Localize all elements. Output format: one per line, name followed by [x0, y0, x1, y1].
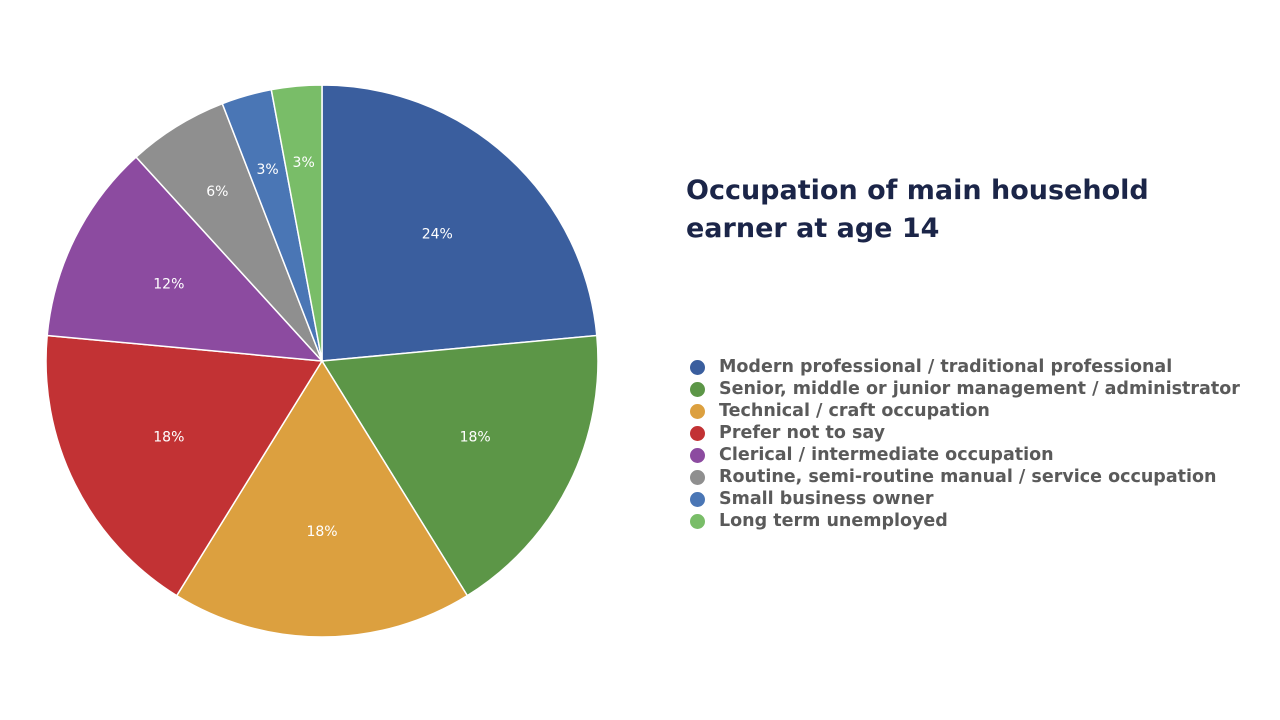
legend-label: Prefer not to say: [719, 423, 886, 443]
pie-slice: [270, 84, 323, 362]
legend-swatch: [690, 359, 705, 375]
legend-label: Technical / craft occupation: [719, 401, 990, 421]
legend-swatch: [690, 491, 705, 507]
legend-label: Long term unemployed: [719, 511, 948, 531]
legend-item: Prefer not to say: [690, 422, 1270, 444]
pie-slice: [45, 334, 324, 597]
chart-title-line-2: earner at age 14: [686, 213, 940, 244]
legend-swatch: [690, 403, 705, 419]
legend-swatch: [690, 513, 705, 529]
slice-value-label: 3%: [293, 155, 315, 171]
legend-swatch: [690, 381, 705, 397]
slice-value-label: 18%: [306, 524, 337, 540]
legend-label: Senior, middle or junior management / ad…: [719, 379, 1240, 399]
slice-value-label: 6%: [206, 184, 228, 200]
slice-value-label: 18%: [460, 429, 491, 445]
legend-swatch: [690, 425, 705, 441]
slice-value-label: 24%: [422, 227, 453, 243]
legend-item: Senior, middle or junior management / ad…: [690, 378, 1270, 400]
legend-label: Small business owner: [719, 489, 934, 509]
legend-item: Modern professional / traditional profes…: [690, 356, 1270, 378]
legend-item: Clerical / intermediate occupation: [690, 444, 1270, 466]
slice-value-label: 18%: [153, 429, 184, 445]
legend-item: Long term unemployed: [690, 510, 1270, 532]
legend-swatch: [690, 447, 705, 463]
pie-labels: 24% 18% 18% 18% 12% 6% 3% 3%: [153, 155, 490, 540]
pie-slice: [320, 334, 599, 597]
slice-value-label: 3%: [257, 162, 279, 178]
pie-slice: [175, 359, 469, 638]
pie-chart: 24% 18% 18% 18% 12% 6% 3% 3%: [45, 84, 599, 638]
legend-label: Routine, semi-routine manual / service o…: [719, 467, 1217, 487]
pie-slice: [46, 155, 324, 362]
legend-item: Technical / craft occupation: [690, 400, 1270, 422]
legend-label: Modern professional / traditional profes…: [719, 357, 1173, 377]
legend-item: Small business owner: [690, 488, 1270, 510]
legend-item: Routine, semi-routine manual / service o…: [690, 466, 1270, 488]
legend-label: Clerical / intermediate occupation: [719, 445, 1054, 465]
chart-title: Occupation of main household earner at a…: [686, 172, 1206, 248]
chart-legend: Modern professional / traditional profes…: [690, 356, 1270, 532]
slice-value-label: 12%: [153, 277, 184, 293]
chart-title-line-1: Occupation of main household: [686, 175, 1149, 206]
pie-slice: [321, 84, 598, 362]
pie-slices: [45, 84, 599, 638]
legend-swatch: [690, 469, 705, 485]
